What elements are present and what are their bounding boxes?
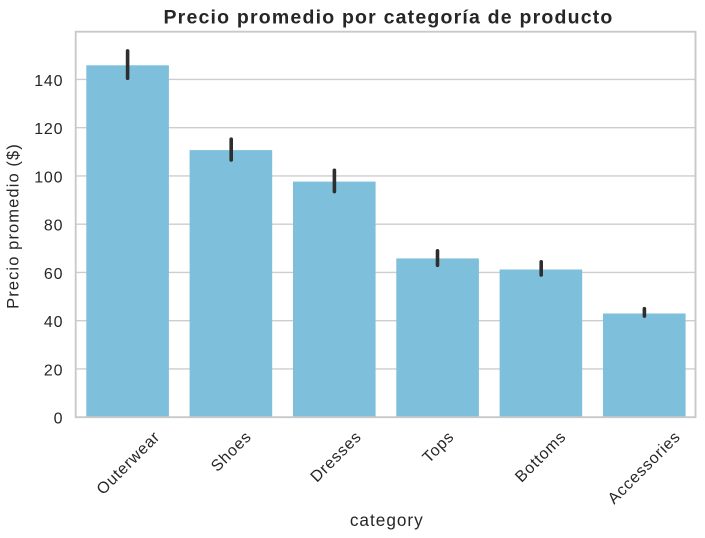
svg-text:100: 100	[34, 169, 63, 186]
svg-text:20: 20	[44, 362, 63, 379]
svg-text:category: category	[350, 510, 424, 530]
svg-text:60: 60	[44, 266, 63, 283]
svg-text:Precio promedio por categoría: Precio promedio por categoría de product…	[163, 7, 613, 29]
svg-text:80: 80	[44, 218, 63, 235]
svg-text:120: 120	[34, 121, 63, 138]
svg-text:Precio promedio ($): Precio promedio ($)	[5, 143, 23, 309]
svg-text:40: 40	[44, 314, 63, 331]
svg-text:0: 0	[54, 411, 64, 428]
svg-text:140: 140	[34, 73, 63, 90]
